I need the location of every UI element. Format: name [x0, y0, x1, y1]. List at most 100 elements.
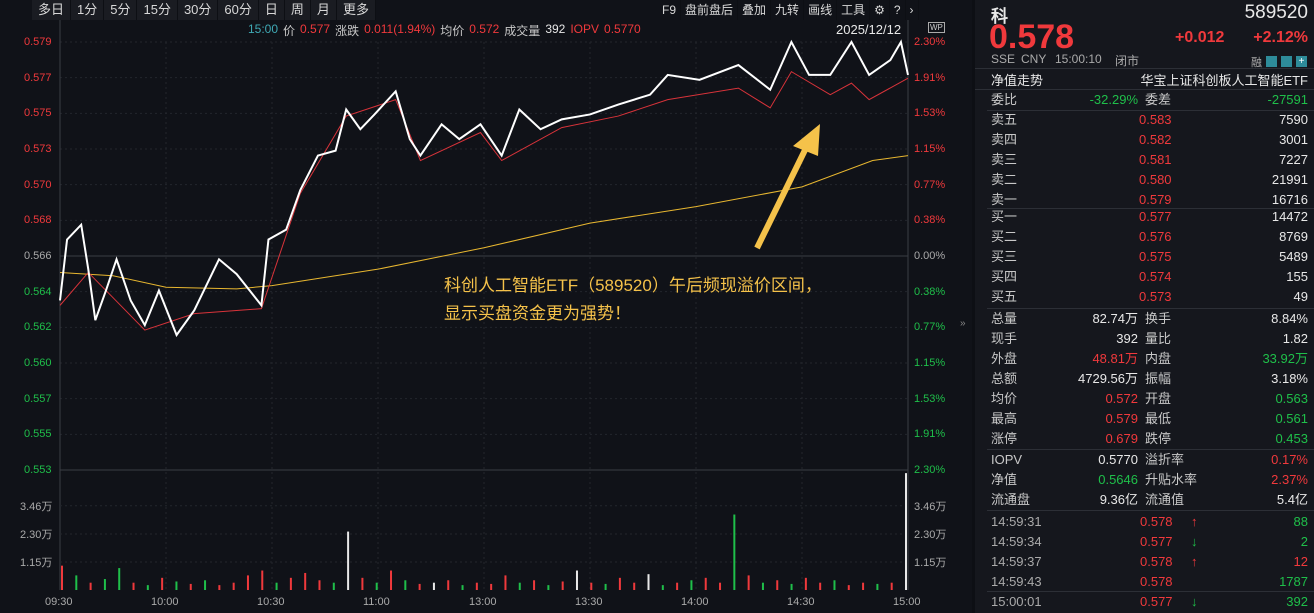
volume-bar — [161, 577, 164, 590]
stat-value: 0.679 — [1105, 431, 1138, 446]
stat-value: 9.36亿 — [1099, 492, 1138, 507]
period-tab-9[interactable]: 更多 — [337, 0, 376, 20]
price-change: +0.012 — [1175, 29, 1225, 46]
quote-time: 15:00:10 — [1055, 52, 1102, 66]
volume-tick-label: 1.15万 — [20, 557, 53, 569]
stat-label: 均价 — [991, 391, 1018, 406]
period-tab-2[interactable]: 5分 — [104, 0, 138, 20]
bell-icon[interactable] — [1281, 56, 1292, 67]
volume-tick-label-right: 2.30万 — [914, 529, 947, 541]
stat-label: 开盘 — [1145, 391, 1172, 406]
gear-icon[interactable]: ⚙ — [870, 0, 890, 20]
pct-tick-label: 2.30% — [914, 464, 946, 476]
period-tab-4[interactable]: 30分 — [178, 0, 219, 20]
info-time: 15:00 — [248, 22, 279, 36]
period-tab-0[interactable]: 多日 — [32, 0, 72, 20]
volume-bar — [604, 583, 607, 590]
stat-value: 5.4亿 — [1276, 492, 1308, 507]
level-label: 卖二 — [991, 172, 1018, 187]
volume-bar — [175, 581, 178, 590]
stat-value: 3.18% — [1271, 371, 1308, 386]
period-tab-3[interactable]: 15分 — [137, 0, 178, 20]
pct-tick-label: 1.53% — [914, 107, 946, 120]
stat-row: 外盘 48.81万 内盘 33.92万 — [975, 349, 1314, 369]
tick-volume: 12 — [1293, 554, 1308, 569]
intraday-chart[interactable] — [0, 0, 972, 613]
chevron-right-icon[interactable]: › — [906, 0, 919, 20]
bids-row[interactable]: 买一 0.577 14472 — [975, 207, 1314, 227]
volume-bar — [905, 473, 907, 590]
bids-row[interactable]: 买二 0.576 8769 — [975, 227, 1314, 247]
stat-row: 总额 4729.56万 振幅 3.18% — [975, 369, 1314, 389]
info-iopv: 0.5770 — [604, 22, 641, 36]
period-tab-6[interactable]: 日 — [259, 0, 285, 20]
volume-bar — [390, 570, 393, 590]
period-tab-1[interactable]: 1分 — [71, 0, 105, 20]
pct-tick-label: 0.00% — [914, 250, 946, 262]
volume-bar — [547, 585, 550, 590]
info-iopv-label: IOPV — [570, 22, 600, 36]
market-status: 闭市 — [1115, 54, 1140, 68]
price-tick-label: 0.566 — [24, 250, 52, 262]
tool-button-2[interactable]: 叠加 — [738, 0, 772, 20]
level-volume: 7590 — [1279, 112, 1308, 127]
annotation-arrow-head — [793, 124, 820, 156]
tool-button-3[interactable]: 九转 — [771, 0, 805, 20]
info-avg: 0.572 — [469, 22, 500, 36]
period-tab-7[interactable]: 周 — [285, 0, 311, 20]
bids-row[interactable]: 买五 0.573 49 — [975, 287, 1314, 307]
asks-row[interactable]: 卖一 0.579 16716 — [975, 190, 1314, 210]
add-icon[interactable]: + — [1296, 56, 1307, 67]
tool-button-5[interactable]: 工具 — [837, 0, 871, 20]
volume-bar — [747, 575, 750, 590]
expand-icon[interactable]: » — [960, 318, 966, 329]
period-tab-5[interactable]: 60分 — [218, 0, 259, 20]
tick-row: 15:00:01 0.577 ↓ 392 — [975, 592, 1314, 612]
tick-price: 0.578 — [1140, 514, 1173, 529]
level-label: 卖五 — [991, 112, 1018, 127]
stat-label: 溢折率 — [1145, 452, 1185, 467]
info-change: 0.011(1.94%) — [364, 22, 436, 36]
annotation-text: 科创人工智能ETF（589520）午后频现溢价区间， 显示买盘资金更为强势！ — [444, 272, 822, 328]
time-tick-label: 14:30 — [787, 596, 815, 608]
stat-value: 0.17% — [1271, 452, 1308, 467]
asks-row[interactable]: 卖二 0.580 21991 — [975, 170, 1314, 190]
wp-icon[interactable]: WP — [928, 22, 945, 33]
tool-button-1[interactable]: 盘前盘后 — [681, 0, 739, 20]
level-label: 卖三 — [991, 152, 1018, 167]
stat-row: IOPV 0.5770 溢折率 0.17% — [975, 450, 1314, 470]
tick-price: 0.577 — [1140, 534, 1173, 549]
stat-value: 0.453 — [1275, 431, 1308, 446]
volume-bar — [318, 580, 321, 590]
asks-row[interactable]: 卖五 0.583 7590 — [975, 110, 1314, 130]
tick-row: 14:59:43 0.578 1787 — [975, 572, 1314, 592]
bids-row[interactable]: 买三 0.575 5489 — [975, 247, 1314, 267]
asks-row[interactable]: 卖三 0.581 7227 — [975, 150, 1314, 170]
period-tab-8[interactable]: 月 — [311, 0, 337, 20]
level-volume: 5489 — [1279, 249, 1308, 264]
time-tick-label: 15:00 — [893, 596, 921, 608]
bids-row[interactable]: 买四 0.574 155 — [975, 267, 1314, 287]
tick-time: 14:59:37 — [991, 554, 1042, 569]
level-volume: 7227 — [1279, 152, 1308, 167]
stat-row: 净值 0.5646 升贴水率 2.37% — [975, 470, 1314, 490]
pct-tick-label: 1.91% — [914, 71, 946, 84]
help-icon[interactable]: ? — [890, 0, 906, 20]
level-price: 0.582 — [1139, 132, 1172, 147]
level-volume: 21991 — [1271, 172, 1308, 187]
annotation-arrow-shaft — [754, 146, 809, 250]
nav-trend-link[interactable]: 净值走势 — [991, 73, 1044, 88]
tool-button-0[interactable]: F9 — [658, 0, 682, 20]
stat-label: 流通值 — [1145, 492, 1185, 507]
asks-row[interactable]: 卖四 0.582 3001 — [975, 130, 1314, 150]
tool-button-4[interactable]: 画线 — [804, 0, 838, 20]
stat-label: 总量 — [991, 311, 1018, 326]
edit-icon[interactable] — [1266, 56, 1277, 67]
stat-label: 净值 — [991, 472, 1018, 487]
stat-row: 流通盘 9.36亿 流通值 5.4亿 — [975, 490, 1314, 510]
stat-label: 最高 — [991, 411, 1018, 426]
pct-tick-label: 0.77% — [914, 321, 946, 334]
volume-bar — [790, 583, 793, 590]
volume-bar — [819, 582, 822, 590]
stat-row: 现手 392 量比 1.82 — [975, 329, 1314, 349]
